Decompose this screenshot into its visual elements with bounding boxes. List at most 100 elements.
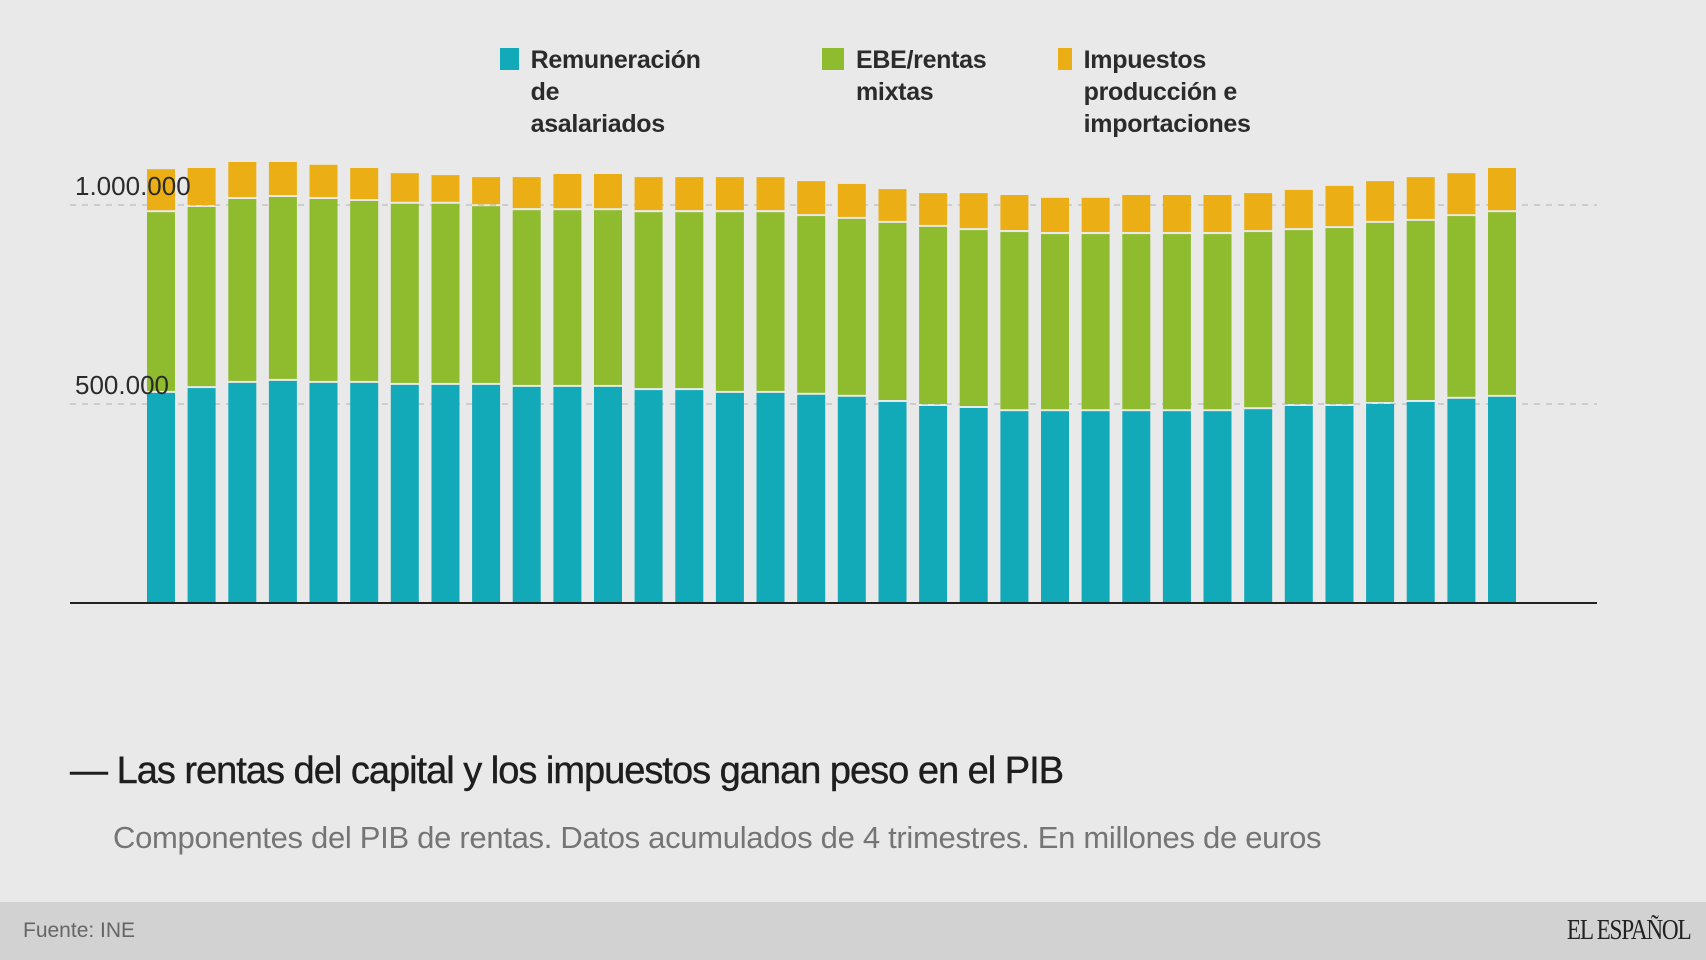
bar-stack-16 (756, 177, 785, 603)
bar-segment-impuestos (959, 193, 988, 229)
bar-stack-33 (1447, 173, 1476, 603)
bar-segment-impuestos (1325, 185, 1354, 227)
bar-segment-ebe (309, 199, 338, 381)
bar-segment-ebe (1366, 222, 1395, 402)
bar-segment-remuneracion (715, 392, 744, 603)
bar-segment-remuneracion (1162, 411, 1191, 603)
bar-segment-remuneracion (187, 388, 216, 603)
bar-stack-3 (228, 162, 257, 603)
bar-stack-18 (837, 183, 866, 603)
bar-segment-impuestos (1000, 195, 1029, 230)
bar-segment-impuestos (553, 174, 582, 209)
bar-segment-remuneracion (878, 402, 907, 603)
bar-segment-ebe (1081, 234, 1110, 410)
bar-segment-remuneracion (837, 396, 866, 603)
footer: Fuente: INE EL ESPAÑOL (0, 902, 1706, 960)
bar-stack-10 (512, 177, 541, 603)
bar-segment-impuestos (147, 169, 175, 211)
legend-label-impuestos: Impuestos producción e importaciones (1083, 46, 1251, 138)
bar-segment-ebe (431, 203, 460, 383)
bar-stack-25 (1122, 195, 1151, 603)
bar-segment-remuneracion (268, 380, 297, 603)
bar-segment-impuestos (268, 162, 297, 195)
bar-segment-impuestos (715, 177, 744, 211)
bar-segment-remuneracion (1447, 398, 1476, 603)
bar-segment-ebe (147, 212, 175, 391)
bar-segment-impuestos (797, 181, 826, 215)
bar-segment-remuneracion (431, 384, 460, 603)
bar-stack-8 (431, 175, 460, 603)
bar-segment-impuestos (1244, 193, 1273, 231)
bars (147, 162, 1516, 603)
bar-segment-impuestos (309, 164, 338, 197)
bar-segment-ebe (594, 210, 622, 385)
stacked-bar-chart: 500.000 1.000.000 (70, 162, 1597, 604)
bar-segment-ebe (390, 203, 419, 383)
bar-stack-11 (553, 174, 582, 603)
bar-segment-ebe (1041, 234, 1069, 410)
bar-segment-ebe (715, 212, 744, 391)
bar-segment-impuestos (228, 162, 257, 197)
bar-segment-impuestos (1081, 197, 1110, 232)
bar-segment-ebe (268, 197, 297, 379)
bar-stack-24 (1081, 197, 1110, 603)
bar-segment-remuneracion (1122, 411, 1151, 603)
bar-segment-impuestos (756, 177, 785, 211)
bar-segment-impuestos (1284, 189, 1313, 229)
bar-segment-ebe (1000, 232, 1029, 410)
bar-stack-4 (268, 162, 297, 603)
bar-segment-impuestos (1488, 168, 1516, 211)
bar-stack-29 (1284, 189, 1313, 603)
bar-segment-remuneracion (1366, 404, 1395, 603)
bar-segment-remuneracion (512, 386, 541, 603)
bar-stack-19 (878, 189, 907, 603)
bar-segment-remuneracion (675, 390, 704, 603)
bar-segment-impuestos (350, 168, 379, 199)
chart-subtitle: Componentes del PIB de rentas. Datos acu… (113, 820, 1322, 855)
bar-segment-remuneracion (1406, 402, 1435, 603)
bar-segment-ebe (1203, 234, 1232, 410)
bar-segment-impuestos (1366, 181, 1395, 221)
bar-segment-remuneracion (594, 386, 622, 603)
y-tick-label: 1.000.000 (75, 171, 191, 201)
bar-segment-remuneracion (1203, 411, 1232, 603)
bar-stack-27 (1203, 195, 1232, 603)
bar-segment-impuestos (675, 177, 704, 211)
bar-stack-21 (959, 193, 988, 603)
bar-segment-ebe (837, 218, 866, 395)
bar-stack-34 (1488, 168, 1516, 603)
bar-segment-ebe (1244, 232, 1273, 408)
bar-stack-22 (1000, 195, 1029, 603)
legend-label-ebe: EBE/rentas mixtas (856, 46, 987, 106)
y-axis-labels: 500.000 1.000.000 (75, 171, 191, 400)
bar-segment-remuneracion (1041, 411, 1069, 603)
bar-stack-5 (309, 164, 338, 603)
bar-segment-remuneracion (147, 392, 175, 603)
bar-segment-remuneracion (797, 394, 826, 603)
bar-stack-12 (594, 174, 622, 603)
bar-segment-remuneracion (1000, 411, 1029, 603)
bar-segment-remuneracion (1081, 411, 1110, 603)
bar-segment-ebe (797, 216, 826, 393)
bar-segment-remuneracion (1488, 396, 1516, 603)
bar-segment-ebe (756, 212, 785, 391)
bar-segment-ebe (1325, 228, 1354, 404)
bar-stack-23 (1041, 197, 1069, 603)
bar-segment-ebe (1122, 234, 1151, 410)
bar-segment-ebe (959, 230, 988, 406)
bar-stack-20 (919, 193, 948, 603)
title-text: Las rentas del capital y los impuestos g… (116, 750, 1064, 792)
bar-segment-ebe (1488, 212, 1516, 395)
bar-segment-ebe (512, 210, 541, 385)
source-label: Fuente: INE (23, 919, 136, 942)
bar-segment-ebe (1284, 230, 1313, 404)
bar-segment-impuestos (634, 177, 663, 211)
legend-item-remuneracion: Remuneración de asalariados (500, 44, 704, 140)
legend-swatch-impuestos (1058, 48, 1072, 70)
bar-segment-ebe (675, 212, 704, 389)
bar-segment-impuestos (390, 173, 419, 202)
bar-segment-remuneracion (919, 406, 948, 603)
bar-stack-26 (1162, 195, 1191, 603)
bar-segment-ebe (1162, 234, 1191, 410)
bar-segment-impuestos (1162, 195, 1191, 232)
